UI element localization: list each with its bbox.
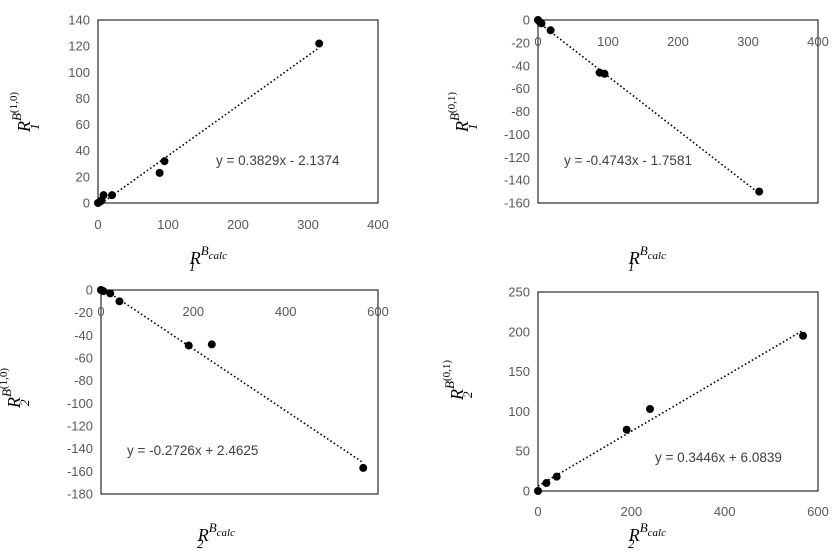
y-tick-label: 0 xyxy=(86,283,93,298)
y-tick-label: 0 xyxy=(523,484,530,499)
data-point xyxy=(646,405,654,414)
trendline-equation: y = 0.3829x - 2.1374 xyxy=(216,153,340,168)
data-point xyxy=(160,157,169,166)
data-point xyxy=(359,463,368,472)
x-tick-label: 200 xyxy=(227,217,249,232)
data-point xyxy=(600,69,609,78)
data-point xyxy=(155,168,164,177)
x-tick-label: 400 xyxy=(714,504,736,519)
x-tick-label: 100 xyxy=(157,217,179,232)
y-tick-label: 140 xyxy=(68,13,90,28)
x-tick-label: 200 xyxy=(620,504,642,519)
trendline-equation: y = -0.2726x + 2.4625 xyxy=(127,443,258,458)
x-tick-label: 200 xyxy=(667,34,689,49)
trendline xyxy=(100,286,364,464)
y-tick-label: 100 xyxy=(68,65,90,80)
y-tick-label: 60 xyxy=(76,117,90,132)
y-axis-title: RB(0,1)2 xyxy=(441,360,475,401)
trendline xyxy=(537,329,804,487)
y-tick-label: 0 xyxy=(83,196,90,211)
x-axis-title: RBcalc 1 xyxy=(628,243,666,274)
data-point xyxy=(315,39,324,48)
plot-frame xyxy=(97,19,379,204)
data-point xyxy=(99,287,108,296)
chart-panel-4: 0 50 100 150 200 250 0 200 400 600 y = 0.3446x + 6… xyxy=(441,285,829,552)
y-tick-label: -180 xyxy=(67,487,93,502)
trendline-equation: y = 0.3446x + 6.0839 xyxy=(655,450,782,465)
y-tick-label: -60 xyxy=(511,81,530,96)
x-tick-label: 300 xyxy=(297,217,319,232)
trendline-equation: y = -0.4743x - 1.7581 xyxy=(564,153,692,168)
x-axis-title: RBcalc 2 xyxy=(628,520,666,551)
data-point xyxy=(115,297,124,306)
x-tick-label: 400 xyxy=(275,304,297,319)
data-point xyxy=(106,289,115,298)
y-tick-label: -100 xyxy=(67,396,93,411)
y-tick-label: 120 xyxy=(68,39,90,54)
y-tick-label: -160 xyxy=(504,196,530,211)
data-point xyxy=(99,191,108,200)
x-tick-label: 100 xyxy=(597,34,619,49)
y-axis-title: RB(1,0)1 xyxy=(8,92,42,133)
x-tick-label: 0 xyxy=(534,504,541,519)
y-tick-label: -160 xyxy=(67,464,93,479)
x-tick-label: 0 xyxy=(94,217,101,232)
x-tick-label: 600 xyxy=(807,504,829,519)
plot-frame xyxy=(537,19,819,204)
y-tick-label: -40 xyxy=(74,328,93,343)
trendline xyxy=(537,21,760,195)
x-tick-label: 0 xyxy=(534,34,541,49)
data-point xyxy=(622,425,631,434)
x-tick-label: 600 xyxy=(367,304,389,319)
y-tick-label: 80 xyxy=(76,91,90,106)
y-tick-label: -120 xyxy=(504,150,530,165)
data-point xyxy=(537,19,546,28)
y-tick-label: 250 xyxy=(508,285,530,300)
x-axis-title: RBcalc 1 xyxy=(189,243,227,274)
y-tick-label: -40 xyxy=(511,58,530,73)
y-tick-label: -100 xyxy=(504,127,530,142)
y-tick-label: 40 xyxy=(76,143,90,158)
data-point xyxy=(542,479,551,488)
y-tick-label: 150 xyxy=(508,364,530,379)
data-point xyxy=(799,331,808,340)
y-tick-label: 50 xyxy=(516,444,530,459)
y-axis-title: RB(0,1)1 xyxy=(446,92,480,133)
y-tick-label: 20 xyxy=(76,169,90,184)
y-tick-label: 100 xyxy=(508,404,530,419)
y-tick-label: -80 xyxy=(74,373,93,388)
y-tick-label: 200 xyxy=(508,324,530,339)
x-tick-label: 300 xyxy=(737,34,759,49)
data-point xyxy=(108,191,116,200)
x-tick-label: 0 xyxy=(97,304,104,319)
data-point xyxy=(552,472,561,481)
y-tick-label: -140 xyxy=(67,441,93,456)
data-point xyxy=(207,340,216,349)
plot-frame xyxy=(537,291,819,492)
y-tick-label: -20 xyxy=(74,305,93,320)
y-tick-label: -80 xyxy=(511,104,530,119)
y-tick-label: -20 xyxy=(511,35,530,50)
y-tick-label: 0 xyxy=(523,13,530,28)
x-tick-label: 400 xyxy=(807,34,829,49)
chart-panel-2: 0 -20 -40 -60 -80 -100 -120 -140 -160 0 100 200 300 4… xyxy=(446,13,829,275)
data-point xyxy=(546,26,555,35)
plot-frame xyxy=(100,289,379,495)
chart-panel-1: 0 20 40 60 80 100 120 140 0 100 200 300 400 y = 0.382… xyxy=(8,13,389,275)
trendline xyxy=(97,46,320,207)
y-tick-label: -120 xyxy=(67,419,93,434)
y-tick-label: -60 xyxy=(74,351,93,366)
chart-panel-3: 0 -20 -40 -60 -80 -100 -120 -140 -160 -180 0 200 400… xyxy=(0,283,389,552)
x-tick-label: 400 xyxy=(367,217,389,232)
data-point xyxy=(184,341,193,350)
x-axis-title: RBcalc 2 xyxy=(197,520,235,551)
data-point xyxy=(534,487,542,495)
y-axis-title: RB(1,0)2 xyxy=(0,368,32,409)
data-point xyxy=(755,187,764,196)
x-tick-label: 200 xyxy=(182,304,204,319)
y-tick-label: -140 xyxy=(504,173,530,188)
